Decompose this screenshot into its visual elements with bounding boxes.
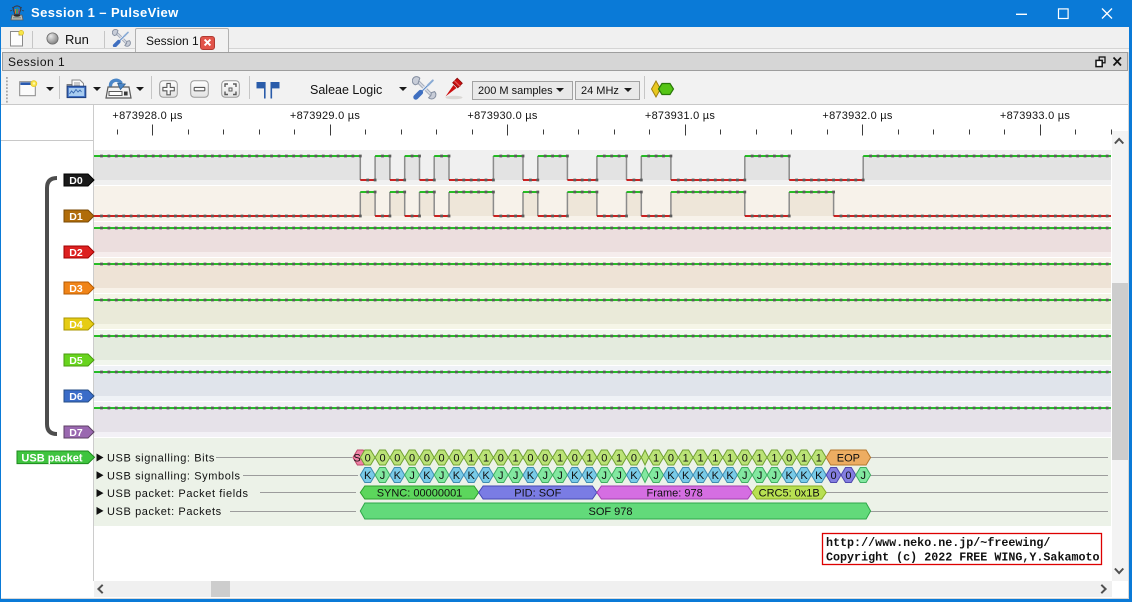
svg-text:K: K bbox=[423, 470, 431, 482]
svg-text:D1: D1 bbox=[69, 211, 83, 223]
svg-text:D2: D2 bbox=[69, 247, 83, 259]
svg-text:+873930.0 µs: +873930.0 µs bbox=[467, 110, 537, 122]
svg-text:1: 1 bbox=[616, 453, 622, 465]
svg-text:CRC5: 0x1B: CRC5: 0x1B bbox=[759, 488, 820, 500]
svg-text:J: J bbox=[498, 470, 504, 482]
svg-text:1: 1 bbox=[697, 453, 703, 465]
svg-text:SYNC: 00000001: SYNC: 00000001 bbox=[377, 488, 463, 500]
svg-text:D7: D7 bbox=[69, 427, 83, 439]
svg-text:J: J bbox=[542, 470, 548, 482]
svg-text:1: 1 bbox=[557, 453, 563, 465]
svg-text:+873929.0 µs: +873929.0 µs bbox=[290, 110, 360, 122]
svg-text:0: 0 bbox=[831, 470, 837, 482]
svg-text:J: J bbox=[860, 470, 866, 482]
svg-text:1: 1 bbox=[513, 453, 519, 465]
svg-text:K: K bbox=[482, 470, 490, 482]
svg-text:K: K bbox=[630, 470, 638, 482]
svg-text:+873931.0 µs: +873931.0 µs bbox=[645, 110, 715, 122]
svg-text:0: 0 bbox=[786, 453, 792, 465]
svg-text:D4: D4 bbox=[69, 319, 83, 331]
svg-text:0: 0 bbox=[742, 453, 748, 465]
svg-text:1: 1 bbox=[653, 453, 659, 465]
svg-text:J: J bbox=[742, 470, 748, 482]
svg-text:1: 1 bbox=[468, 453, 474, 465]
svg-text:USB packet: USB packet bbox=[21, 452, 82, 464]
svg-text:J: J bbox=[380, 470, 386, 482]
svg-text:0: 0 bbox=[601, 453, 607, 465]
svg-text:K: K bbox=[527, 470, 535, 482]
svg-text:1: 1 bbox=[712, 453, 718, 465]
svg-text:K: K bbox=[394, 470, 402, 482]
svg-text:0: 0 bbox=[439, 453, 445, 465]
svg-text:Copyright (c) 2022 FREE WING,Y: Copyright (c) 2022 FREE WING,Y.Sakamoto bbox=[826, 551, 1100, 565]
svg-text:J: J bbox=[557, 470, 563, 482]
svg-text:0: 0 bbox=[668, 453, 674, 465]
svg-text:0: 0 bbox=[845, 470, 851, 482]
svg-text:K: K bbox=[712, 470, 720, 482]
svg-text:J: J bbox=[602, 470, 608, 482]
svg-text:+873933.0 µs: +873933.0 µs bbox=[1000, 110, 1070, 122]
svg-text:0: 0 bbox=[365, 453, 371, 465]
svg-text:S: S bbox=[353, 453, 360, 465]
svg-text:USB signalling: Symbols: USB signalling: Symbols bbox=[107, 470, 241, 482]
svg-text:0: 0 bbox=[527, 453, 533, 465]
svg-text:EOP: EOP bbox=[837, 453, 860, 465]
svg-text:0: 0 bbox=[572, 453, 578, 465]
svg-text:K: K bbox=[667, 470, 675, 482]
svg-text:http://www.neko.ne.jp/~freewin: http://www.neko.ne.jp/~freewing/ bbox=[826, 536, 1050, 550]
svg-text:K: K bbox=[364, 470, 372, 482]
svg-text:J: J bbox=[772, 470, 778, 482]
svg-text:0: 0 bbox=[379, 453, 385, 465]
svg-text:SOF 978: SOF 978 bbox=[588, 506, 632, 518]
svg-text:1: 1 bbox=[586, 453, 592, 465]
svg-text:1: 1 bbox=[816, 453, 822, 465]
svg-text:0: 0 bbox=[542, 453, 548, 465]
svg-text:1: 1 bbox=[683, 453, 689, 465]
svg-text:D5: D5 bbox=[69, 355, 83, 367]
svg-text:PID: SOF: PID: SOF bbox=[514, 488, 561, 500]
svg-text:0: 0 bbox=[631, 453, 637, 465]
svg-text:0: 0 bbox=[409, 453, 415, 465]
svg-text:J: J bbox=[409, 470, 415, 482]
svg-text:J: J bbox=[653, 470, 659, 482]
svg-text:K: K bbox=[682, 470, 690, 482]
svg-text:K: K bbox=[800, 470, 808, 482]
svg-text:0: 0 bbox=[498, 453, 504, 465]
svg-text:D6: D6 bbox=[69, 391, 83, 403]
svg-text:J: J bbox=[757, 470, 763, 482]
svg-text:K: K bbox=[571, 470, 579, 482]
svg-text:1: 1 bbox=[757, 453, 763, 465]
svg-text:0: 0 bbox=[394, 453, 400, 465]
svg-text:K: K bbox=[586, 470, 594, 482]
svg-text:J: J bbox=[616, 470, 622, 482]
svg-text:K: K bbox=[726, 470, 734, 482]
svg-text:D0: D0 bbox=[69, 175, 83, 187]
svg-text:K: K bbox=[697, 470, 705, 482]
svg-text:1: 1 bbox=[727, 453, 733, 465]
svg-text:K: K bbox=[453, 470, 461, 482]
svg-text:1: 1 bbox=[801, 453, 807, 465]
svg-text:J: J bbox=[513, 470, 519, 482]
svg-text:1: 1 bbox=[771, 453, 777, 465]
svg-text:J: J bbox=[439, 470, 445, 482]
svg-text:K: K bbox=[468, 470, 476, 482]
svg-text:D3: D3 bbox=[69, 283, 83, 295]
svg-text:K: K bbox=[815, 470, 823, 482]
svg-text:K: K bbox=[786, 470, 794, 482]
svg-text:USB signalling: Bits: USB signalling: Bits bbox=[107, 453, 215, 465]
svg-text:0: 0 bbox=[453, 453, 459, 465]
svg-text:1: 1 bbox=[483, 453, 489, 465]
svg-text:Frame: 978: Frame: 978 bbox=[646, 488, 702, 500]
svg-text:USB packet: Packet fields: USB packet: Packet fields bbox=[107, 488, 249, 500]
svg-text:+873928.0 µs: +873928.0 µs bbox=[112, 110, 182, 122]
svg-text:+873932.0 µs: +873932.0 µs bbox=[822, 110, 892, 122]
svg-text:0: 0 bbox=[424, 453, 430, 465]
svg-text:USB packet: Packets: USB packet: Packets bbox=[107, 506, 222, 518]
